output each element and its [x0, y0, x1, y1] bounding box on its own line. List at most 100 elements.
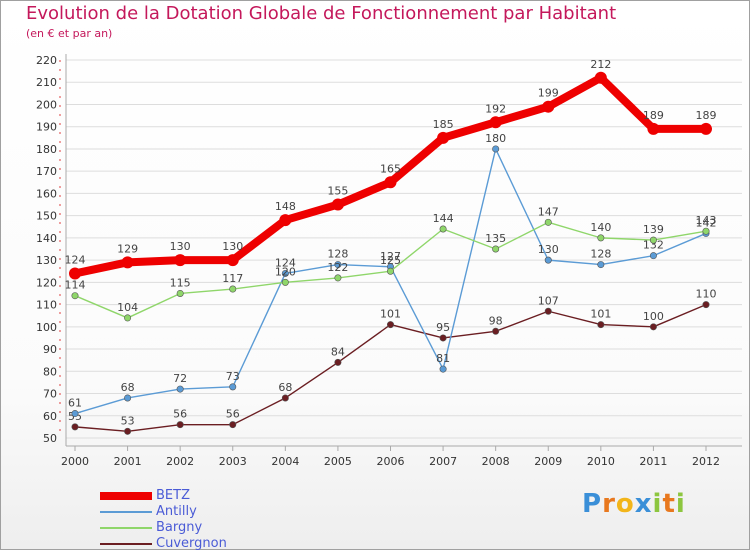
- data-label-cuvergnon: 101: [590, 308, 611, 321]
- data-point-cuvergnon: [281, 394, 289, 402]
- data-point-betz: [700, 122, 712, 135]
- legend-label-cuvergnon: Cuvergnon: [156, 536, 227, 551]
- chart-subtitle: (en € et par an): [26, 27, 113, 40]
- data-point-antilly: [439, 365, 447, 373]
- data-label-bargny: 144: [433, 212, 454, 225]
- data-label-antilly: 128: [590, 248, 611, 261]
- data-point-betz: [647, 122, 660, 135]
- y-tick-label: 60: [43, 410, 57, 423]
- data-point-betz: [594, 71, 607, 84]
- data-label-bargny: 117: [222, 272, 243, 285]
- data-point-bargny: [544, 218, 552, 226]
- data-point-bargny: [492, 245, 500, 253]
- data-point-antilly: [492, 145, 500, 153]
- y-tick-label: 150: [36, 210, 57, 223]
- x-tick-label: 2008: [482, 455, 510, 468]
- data-point-bargny: [124, 314, 132, 322]
- x-tick-label: 2011: [639, 455, 667, 468]
- data-point-antilly: [124, 394, 132, 402]
- data-point-betz: [69, 267, 81, 280]
- data-label-cuvergnon: 95: [436, 321, 450, 334]
- data-label-antilly: 180: [485, 132, 506, 145]
- data-point-betz: [174, 254, 187, 267]
- y-tick-label: 70: [43, 388, 57, 401]
- legend-label-bargny: Bargny: [156, 520, 203, 535]
- data-point-betz: [121, 256, 134, 269]
- data-point-cuvergnon: [176, 421, 184, 429]
- data-point-cuvergnon: [71, 423, 79, 431]
- data-point-antilly: [334, 261, 342, 269]
- y-tick-label: 50: [43, 432, 57, 445]
- data-point-bargny: [649, 236, 657, 244]
- y-tick-label: 130: [36, 254, 57, 267]
- x-tick-label: 2010: [587, 455, 615, 468]
- data-label-cuvergnon: 68: [278, 381, 292, 394]
- x-tick-label: 2001: [114, 455, 142, 468]
- data-label-betz: 199: [538, 87, 559, 100]
- y-tick-label: 200: [36, 98, 57, 111]
- data-label-betz: 155: [327, 185, 348, 198]
- data-point-cuvergnon: [544, 307, 552, 315]
- logo-letter: t: [662, 489, 676, 519]
- data-label-bargny: 135: [485, 232, 506, 245]
- legend-item-cuvergnon: Cuvergnon: [100, 536, 300, 552]
- data-point-bargny: [281, 278, 289, 286]
- data-label-cuvergnon: 100: [643, 310, 664, 323]
- logo-letter: x: [634, 489, 653, 519]
- data-label-cuvergnon: 98: [489, 314, 503, 327]
- y-tick-label: 100: [36, 321, 57, 334]
- data-point-betz: [279, 214, 292, 227]
- legend-swatch-antilly: [100, 511, 152, 513]
- data-point-bargny: [176, 289, 184, 297]
- data-point-cuvergnon: [386, 321, 394, 329]
- data-label-bargny: 122: [327, 261, 348, 274]
- data-label-betz: 192: [485, 102, 506, 115]
- data-label-bargny: 143: [696, 214, 717, 227]
- data-point-antilly: [281, 269, 289, 277]
- x-tick-label: 2006: [377, 455, 405, 468]
- data-label-betz: 148: [275, 200, 296, 213]
- data-point-cuvergnon: [649, 323, 657, 331]
- data-label-bargny: 114: [65, 279, 86, 292]
- data-point-cuvergnon: [597, 321, 605, 329]
- data-label-bargny: 147: [538, 205, 559, 218]
- y-tick-label: 170: [36, 165, 57, 178]
- data-point-antilly: [71, 410, 79, 418]
- data-point-betz: [226, 254, 239, 267]
- logo-letter: o: [615, 489, 635, 519]
- data-point-bargny: [229, 285, 237, 293]
- data-label-antilly: 73: [226, 370, 240, 383]
- y-tick-label: 210: [36, 76, 57, 89]
- data-label-betz: 130: [222, 240, 243, 253]
- data-point-antilly: [597, 261, 605, 269]
- data-point-antilly: [544, 256, 552, 264]
- legend: BETZ Antilly Bargny Cuvergnon: [100, 488, 300, 552]
- data-label-antilly: 68: [121, 381, 135, 394]
- data-label-cuvergnon: 53: [121, 414, 135, 427]
- data-label-bargny: 139: [643, 223, 664, 236]
- y-tick-label: 140: [36, 232, 57, 245]
- data-label-antilly: 72: [173, 372, 187, 385]
- data-label-betz: 189: [643, 109, 664, 122]
- data-label-antilly: 127: [380, 250, 401, 263]
- y-tick-label: 160: [36, 187, 57, 200]
- y-tick-label: 180: [36, 143, 57, 156]
- y-tick-label: 90: [43, 343, 57, 356]
- data-label-cuvergnon: 56: [226, 408, 240, 421]
- legend-swatch-bargny: [100, 527, 152, 529]
- data-point-betz: [489, 116, 502, 129]
- y-tick-label: 190: [36, 121, 57, 134]
- data-label-antilly: 81: [436, 352, 450, 365]
- data-point-cuvergnon: [439, 334, 447, 342]
- legend-item-betz: BETZ: [100, 488, 300, 504]
- data-label-bargny: 115: [170, 276, 191, 289]
- legend-label-betz: BETZ: [156, 488, 190, 503]
- data-label-betz: 212: [590, 58, 611, 71]
- data-label-bargny: 140: [590, 221, 611, 234]
- data-point-bargny: [386, 267, 394, 275]
- data-point-betz: [384, 176, 397, 189]
- legend-item-antilly: Antilly: [100, 504, 300, 520]
- x-tick-label: 2004: [271, 455, 299, 468]
- data-point-bargny: [71, 292, 79, 300]
